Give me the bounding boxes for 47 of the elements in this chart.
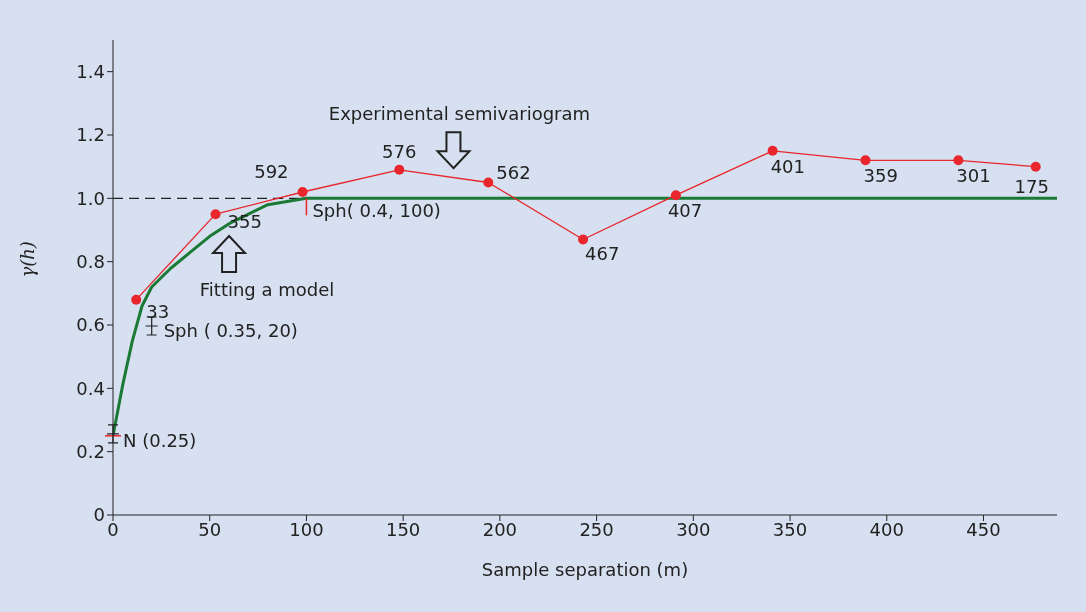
- x-tick-label: 150: [385, 518, 421, 540]
- y-tick-label: 0.2: [76, 441, 105, 463]
- annotation: Experimental semivariogram: [328, 103, 591, 125]
- x-tick-label: 0: [107, 518, 119, 540]
- annotation: N (0.25): [123, 429, 197, 451]
- point: [297, 187, 308, 197]
- point: [767, 145, 778, 156]
- annotation: Sph ( 0.35, 20): [163, 320, 298, 341]
- point: [483, 177, 494, 188]
- x-tick-label: 100: [289, 518, 324, 540]
- annotation: 401: [770, 155, 805, 177]
- y-tick-label: 1.4: [76, 61, 105, 83]
- y-tick-label: 0.4: [76, 377, 105, 399]
- annotation: Sph( 0.4, 100): [312, 200, 441, 222]
- annotation: 407: [667, 200, 703, 222]
- x-tick-label: 200: [482, 518, 518, 540]
- y-axis-title: γ(h): [17, 241, 39, 278]
- point: [953, 155, 964, 166]
- x-tick-label: 300: [676, 518, 711, 540]
- annotation: 592: [254, 161, 289, 182]
- point: [670, 190, 681, 201]
- y-tick-label: 0.8: [76, 251, 105, 273]
- x-tick-label: 250: [579, 518, 614, 540]
- point: [394, 164, 405, 175]
- y-tick-label: 1.2: [76, 124, 105, 146]
- x-tick-label: 350: [772, 518, 808, 540]
- point: [131, 294, 142, 305]
- annotation: 301: [956, 165, 991, 187]
- y-tick-label: 1.0: [76, 187, 105, 209]
- point: [578, 234, 589, 245]
- x-tick-label: 50: [198, 518, 222, 540]
- y-tick-label: 0: [93, 504, 105, 526]
- annotation: 359: [863, 165, 898, 187]
- point: [210, 209, 221, 220]
- point: [860, 155, 871, 166]
- x-tick-label: 400: [869, 518, 904, 540]
- x-axis-title: Sample separation (m): [481, 558, 689, 580]
- annotation: Fitting a model: [199, 279, 335, 300]
- y-tick-label: 0.6: [76, 314, 105, 336]
- annotation: 576: [382, 140, 417, 162]
- point: [1030, 161, 1041, 172]
- annotation: 33: [146, 300, 170, 322]
- annotation: 467: [585, 242, 620, 264]
- annotation: 562: [496, 161, 531, 183]
- annotation: 355: [227, 211, 262, 233]
- x-tick-label: 450: [966, 518, 1001, 540]
- annotation: 175: [1014, 175, 1049, 197]
